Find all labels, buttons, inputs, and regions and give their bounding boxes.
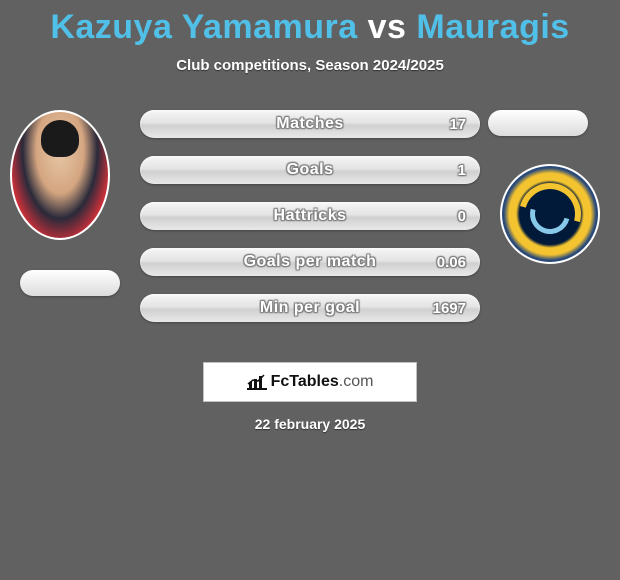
player1-avatar xyxy=(10,110,110,240)
stat-row-matches: Matches 17 xyxy=(140,110,480,138)
stat-bars: Matches 17 Goals 1 Hattricks 0 Goals per… xyxy=(140,110,480,340)
stat-row-gpm: Goals per match 0.06 xyxy=(140,248,480,276)
stat-row-goals: Goals 1 xyxy=(140,156,480,184)
stat-label: Goals xyxy=(287,161,334,179)
stat-value-right: 0 xyxy=(458,208,466,225)
player2-name: Mauragis xyxy=(416,8,569,46)
stat-label: Goals per match xyxy=(244,253,377,271)
stat-value-right: 17 xyxy=(449,116,466,133)
vs-text: vs xyxy=(368,8,407,46)
brand-domain: .com xyxy=(339,373,374,390)
comparison-title: Kazuya Yamamura vs Mauragis xyxy=(0,8,620,47)
stat-label: Min per goal xyxy=(260,299,360,317)
brand-text: FcTables.com xyxy=(271,373,374,391)
stats-zone: Matches 17 Goals 1 Hattricks 0 Goals per… xyxy=(0,110,620,350)
player2-avatar-placeholder xyxy=(488,110,588,136)
date-text: 22 february 2025 xyxy=(0,416,620,432)
brand-name: FcTables xyxy=(271,373,339,390)
infographic-container: Kazuya Yamamura vs Mauragis Club competi… xyxy=(0,0,620,432)
brand-box: FcTables.com xyxy=(203,362,417,402)
stat-value-right: 1 xyxy=(458,162,466,179)
stat-label: Matches xyxy=(276,115,344,133)
player1-name: Kazuya Yamamura xyxy=(50,8,357,46)
stat-value-right: 1697 xyxy=(433,300,466,317)
chart-icon xyxy=(247,374,267,390)
player2-club-badge xyxy=(500,164,600,264)
stat-row-mpg: Min per goal 1697 xyxy=(140,294,480,322)
player1-club-badge xyxy=(20,270,120,296)
stat-label: Hattricks xyxy=(274,207,347,225)
stat-value-right: 0.06 xyxy=(437,254,466,271)
subtitle: Club competitions, Season 2024/2025 xyxy=(0,57,620,74)
stat-row-hattricks: Hattricks 0 xyxy=(140,202,480,230)
